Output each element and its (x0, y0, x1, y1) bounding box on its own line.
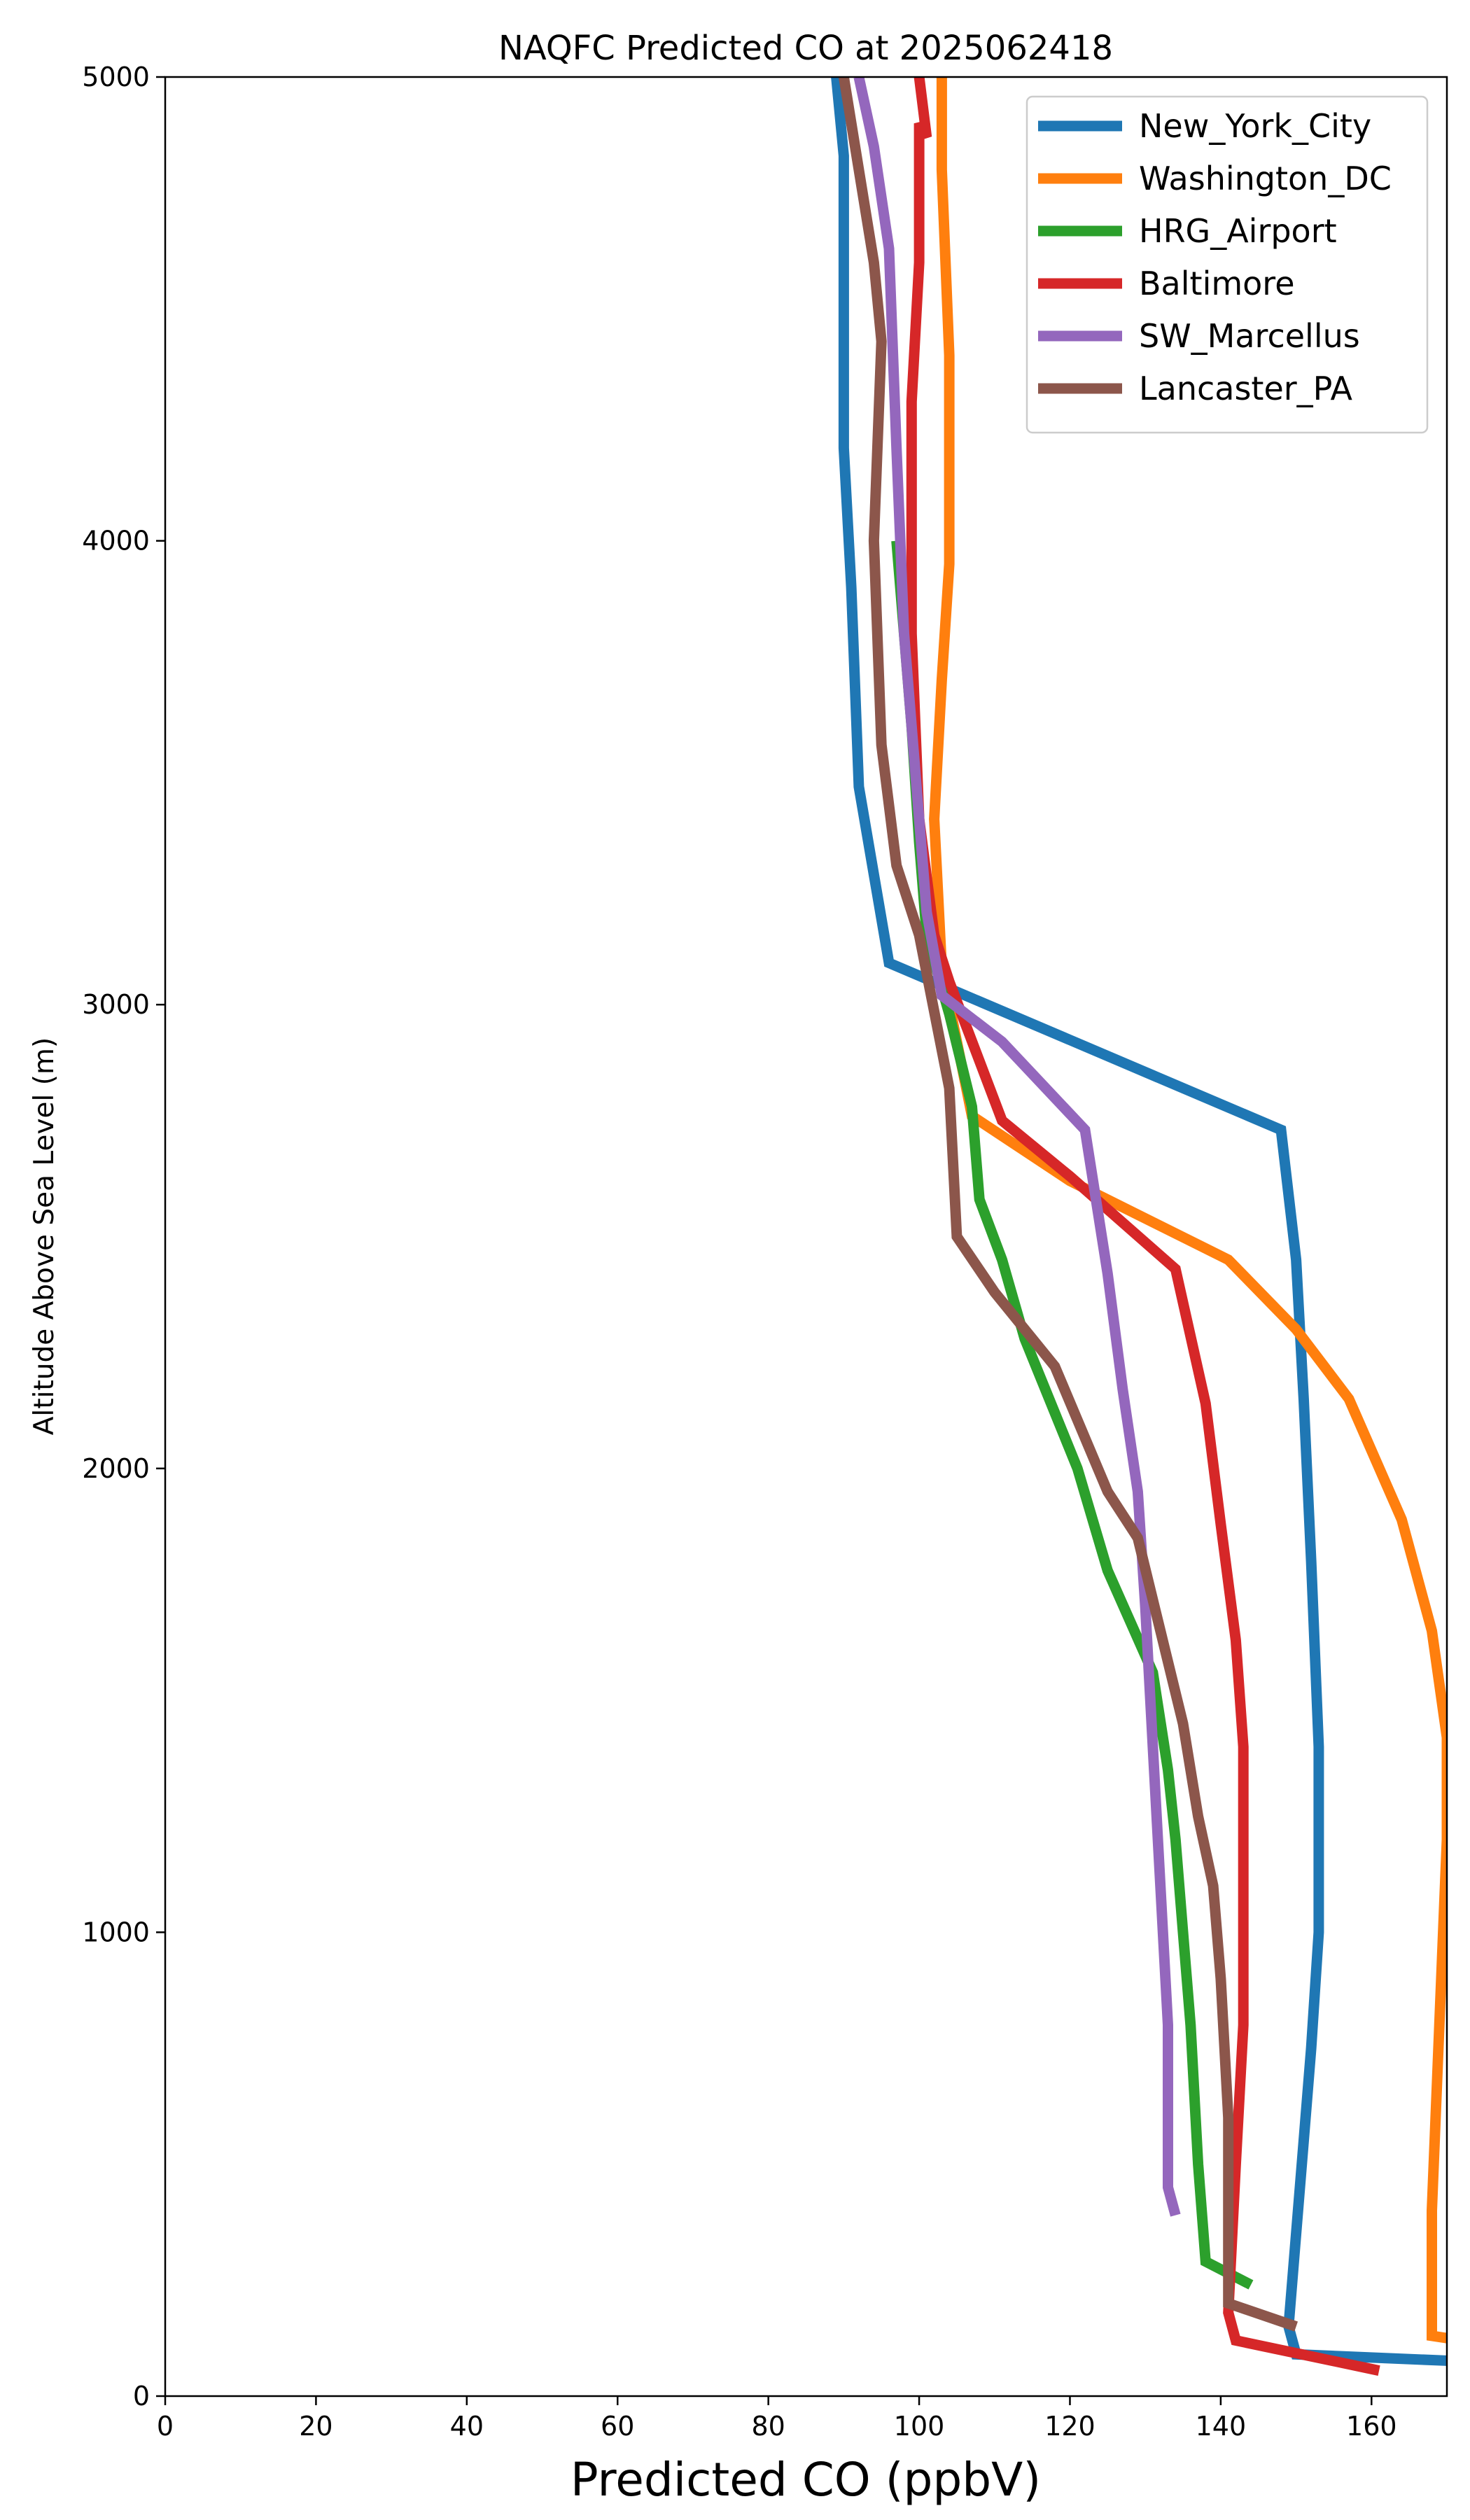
y-tick-label: 5000 (82, 62, 150, 92)
x-tick-label: 140 (1196, 2411, 1247, 2442)
legend: New_York_City Washington_DC HRG_Airport Bal… (1026, 95, 1429, 434)
legend-label-Lancaster_PA: Lancaster_PA (1139, 370, 1352, 407)
x-tick-label: 120 (1044, 2411, 1096, 2442)
legend-label-HRG_Airport: HRG_Airport (1139, 212, 1337, 250)
series-line-Baltimore (906, 77, 1380, 2376)
plot-area (164, 76, 1448, 2398)
y-tick-label: 4000 (82, 526, 150, 556)
series-line-SW_Marcellus (853, 77, 1181, 2217)
legend-label-SW_Marcellus: SW_Marcellus (1139, 317, 1360, 355)
series-line-Washington_DC (929, 77, 1447, 2344)
x-axis: 0 20 40 60 80 100 120 140 160 (157, 2396, 1397, 2442)
legend-label-New_York_City: New_York_City (1139, 107, 1371, 145)
y-tick-label: 0 (133, 2381, 150, 2412)
legend-label-Baltimore: Baltimore (1139, 265, 1295, 302)
series-lines (831, 77, 1447, 2376)
x-tick-label: 40 (450, 2411, 484, 2442)
series-line-New_York_City (831, 77, 1447, 2366)
x-tick-label: 80 (751, 2411, 785, 2442)
x-tick-label: 100 (894, 2411, 945, 2442)
x-tick-label: 20 (299, 2411, 332, 2442)
legend-frame (1026, 95, 1429, 434)
plot-frame (164, 76, 1448, 2398)
x-tick-label: 60 (601, 2411, 634, 2442)
y-axis-label: Altitude Above Sea Level (m) (29, 1037, 60, 1435)
x-axis-label: Predicted CO (ppbV) (570, 2453, 1041, 2507)
chart-title: NAQFC Predicted CO at 2025062418 (498, 29, 1113, 68)
y-tick-label: 1000 (82, 1917, 150, 1947)
x-tick-label: 0 (157, 2411, 174, 2442)
series-line-Lancaster_PA (838, 77, 1298, 2332)
y-axis: 0 1000 2000 3000 4000 5000 (82, 62, 165, 2412)
legend-label-Washington_DC: Washington_DC (1139, 160, 1392, 197)
y-tick-label: 3000 (82, 989, 150, 1020)
x-tick-label: 160 (1346, 2411, 1397, 2442)
y-tick-label: 2000 (82, 1453, 150, 1484)
